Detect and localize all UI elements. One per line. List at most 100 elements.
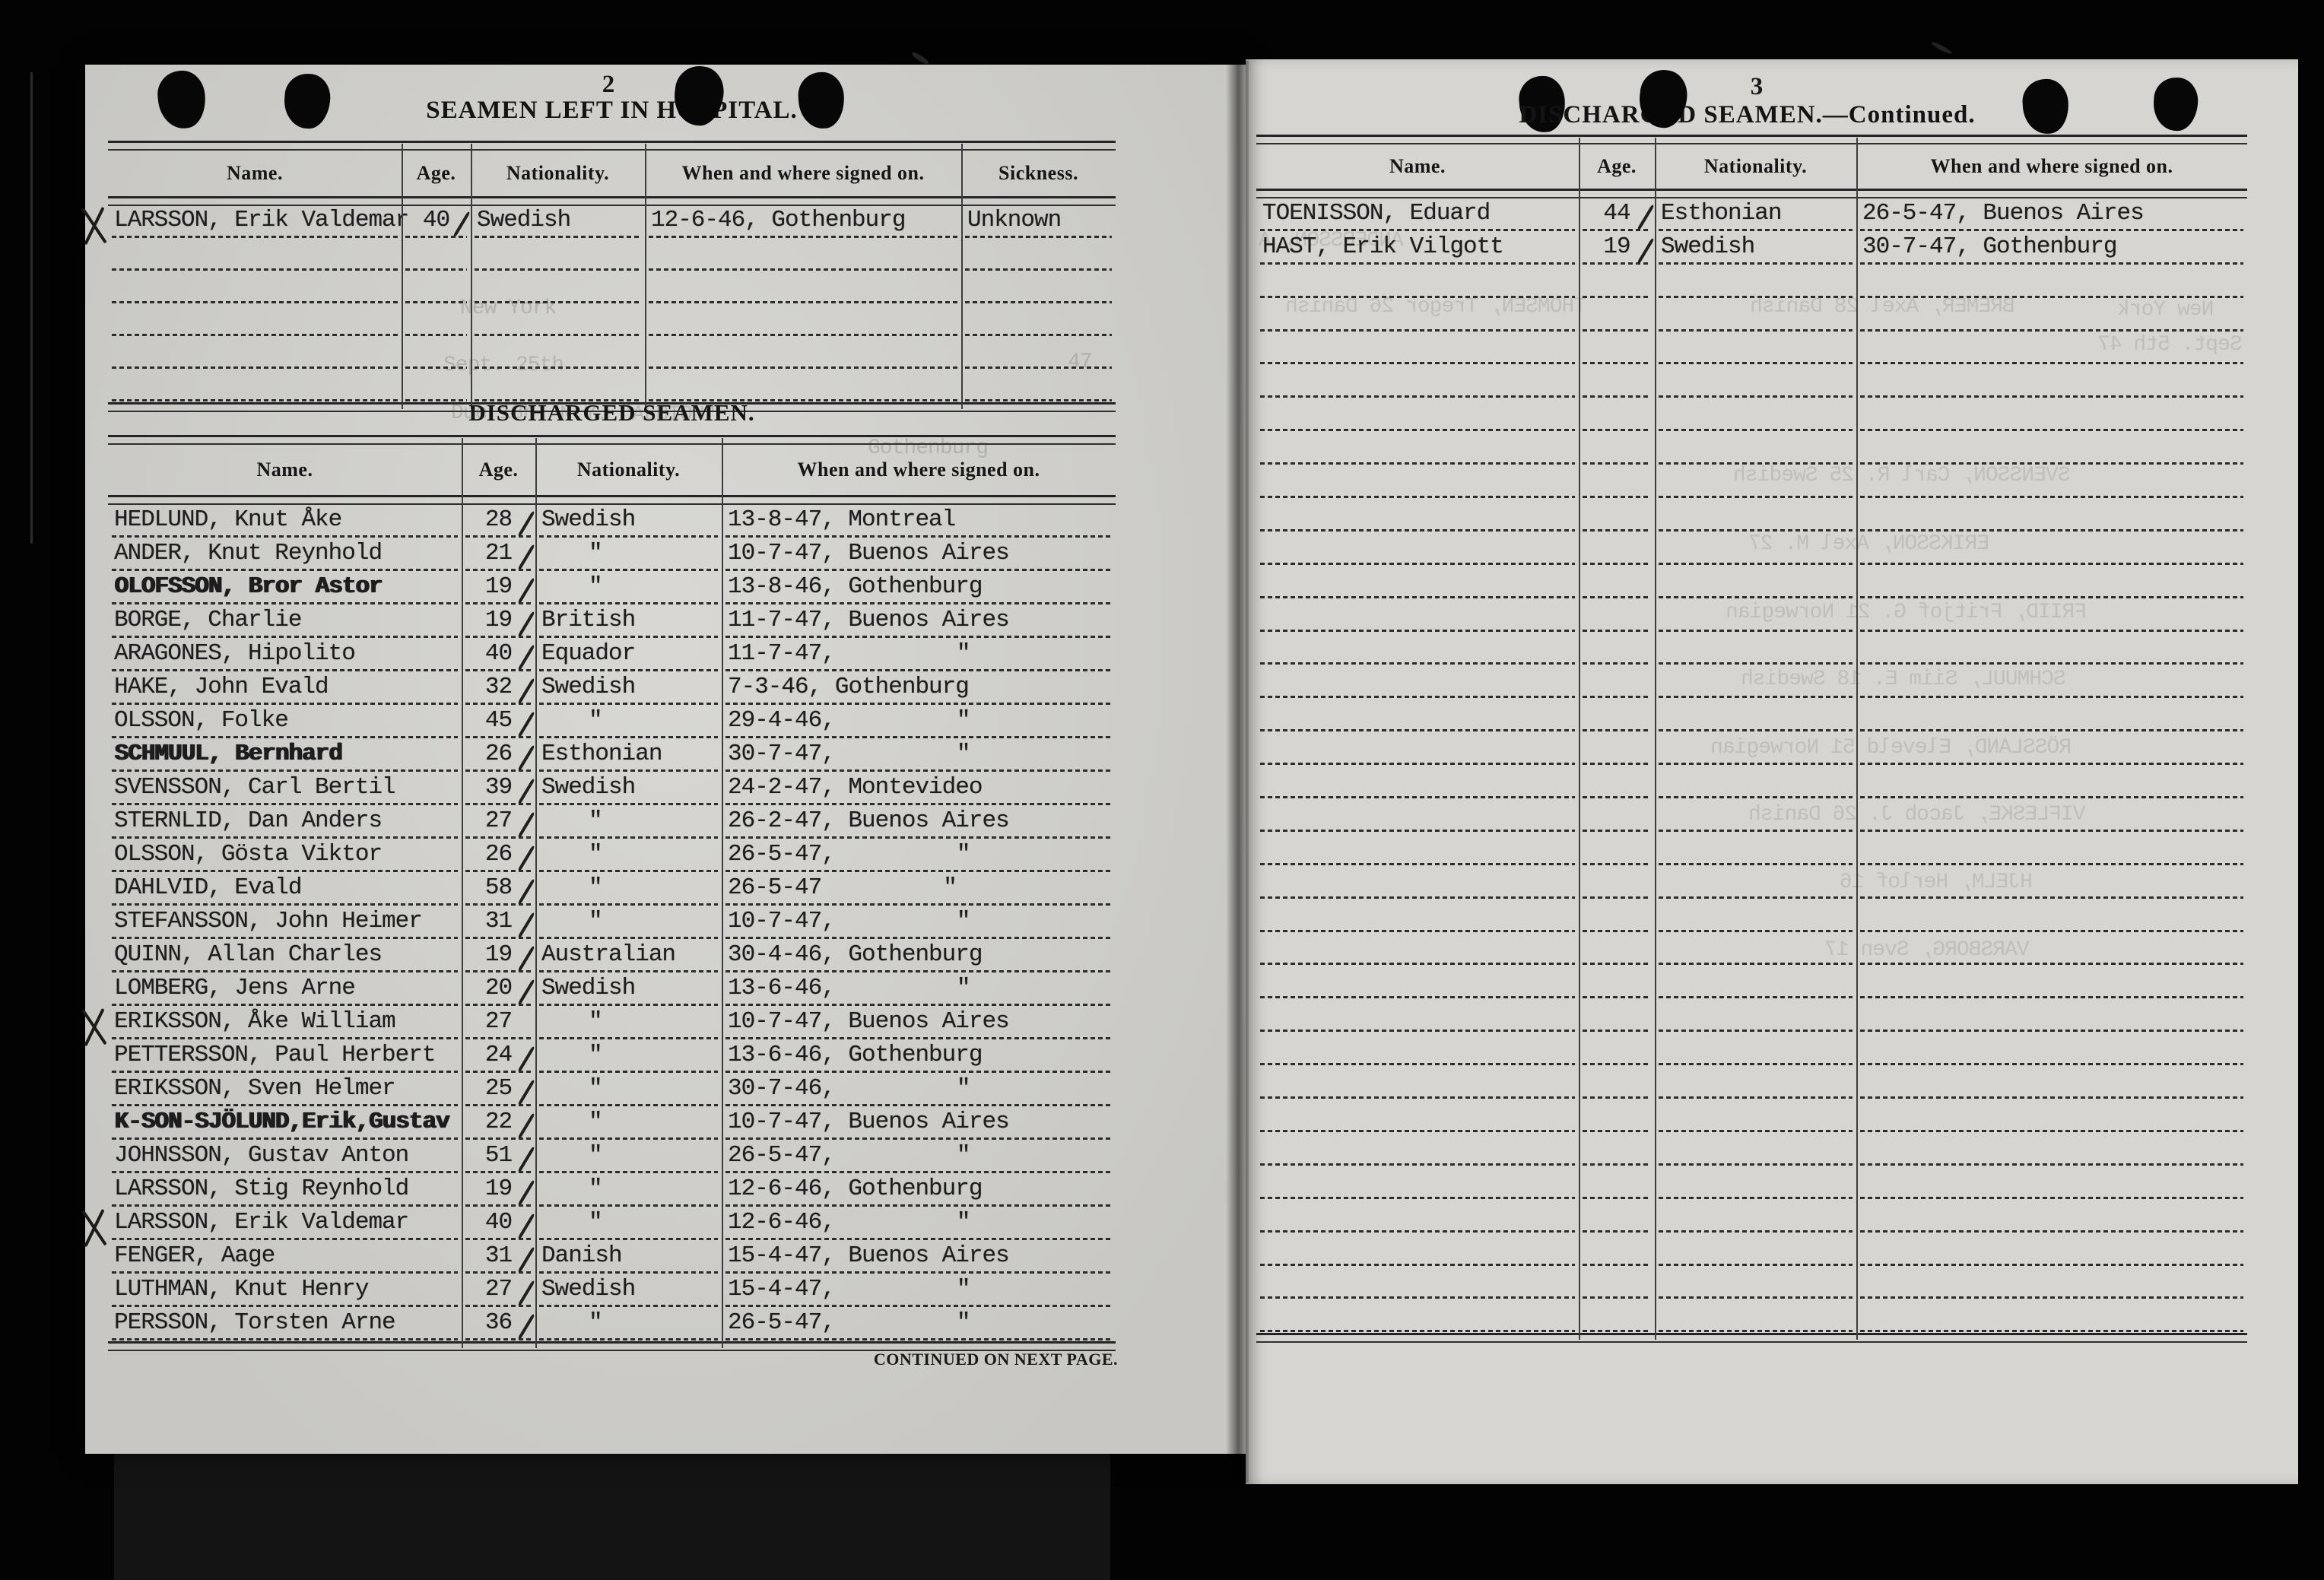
- name-cell: ERIKSSON, Åke William: [108, 1007, 462, 1040]
- name-cell: HAST, Erik Vilgott: [1256, 232, 1579, 265]
- name-cell: [1256, 699, 1579, 732]
- nationality-text: ": [589, 807, 603, 834]
- dotted-writing-line: [725, 836, 1112, 839]
- place-ditto: ": [943, 874, 957, 901]
- column-header: Age.: [416, 162, 456, 184]
- dotted-writing-line: [1583, 862, 1651, 865]
- nationality-cell: Danish: [517, 1241, 722, 1274]
- nationality-cell: [1655, 265, 1856, 299]
- dotted-writing-line: [539, 903, 718, 906]
- name-text: OLOFSSON, Bror Astor: [114, 573, 383, 600]
- dotted-writing-line: [1260, 1296, 1575, 1299]
- signed-on-cell: 30-4-46, Gothenburg: [722, 940, 1116, 973]
- dotted-writing-line: [1260, 996, 1575, 999]
- bleedthrough-text: New York: [2118, 298, 2214, 322]
- bleedthrough-text: New York: [460, 297, 557, 320]
- dotted-writing-line: [465, 1004, 532, 1006]
- signed-on-cell: [1856, 265, 2247, 299]
- age-cell: [1579, 1066, 1655, 1099]
- name-text: DAHLVID, Evald: [114, 874, 302, 901]
- column-divider-line: [1579, 138, 1580, 1340]
- nationality-cell: [1655, 665, 1856, 699]
- x-mark: [78, 1207, 111, 1248]
- column-divider-line: [402, 144, 403, 409]
- column-divider-line: [961, 144, 963, 409]
- table-row: SCHMUUL, Bernhard 26 Esthonian 30-7-47, ": [108, 739, 1116, 773]
- name-cell: [1256, 899, 1579, 933]
- place-ditto: ": [956, 707, 971, 734]
- age-cell: 27: [462, 806, 535, 839]
- age-text: 26: [484, 841, 513, 868]
- signed-on-cell: [1856, 398, 2247, 432]
- name-cell: STEFANSSON, John Heimer: [108, 906, 462, 940]
- dotted-writing-line: [725, 970, 1112, 972]
- nationality-text: Swedish: [541, 674, 636, 700]
- dotted-writing-line: [1260, 963, 1575, 966]
- nationality-cell: ": [517, 906, 722, 940]
- name-cell: JOHNSSON, Gustav Anton: [108, 1141, 462, 1174]
- table-row: ANDER, Knut Reynhold 21 " 10-7-47, Buenos A…: [108, 538, 1116, 572]
- dotted-writing-line: [465, 1305, 532, 1307]
- dotted-writing-line: [405, 268, 467, 271]
- age-cell: 31: [462, 1241, 535, 1274]
- name-cell: [1256, 799, 1579, 833]
- dotted-writing-line: [1583, 996, 1651, 999]
- empty-table-row: [108, 239, 1116, 271]
- name-text: ERIKSSON, Åke William: [114, 1008, 396, 1035]
- dotted-writing-line: [112, 1137, 458, 1140]
- page-gutter-shadow: [1226, 61, 1249, 1483]
- name-cell: [1256, 1033, 1579, 1066]
- nationality-cell: [1655, 732, 1856, 766]
- empty-table-row: [1256, 933, 2247, 966]
- table-row: FENGER, Aage 31 Danish 15-4-47, Buenos Aire…: [108, 1241, 1116, 1274]
- name-cell: LARSSON, Stig Reynhold: [108, 1174, 462, 1207]
- name-text: ARAGONES, Hipolito: [114, 640, 356, 667]
- dotted-writing-line: [539, 1305, 718, 1307]
- empty-table-row: [1256, 332, 2247, 366]
- signed-on-cell: 12-6-46, Gothenburg: [722, 1174, 1116, 1207]
- name-text: HEDLUND, Knut Åke: [114, 506, 342, 533]
- dotted-writing-line: [725, 903, 1112, 906]
- nationality-cell: Esthonian: [517, 739, 722, 773]
- bleedthrough-text: SCHMUUL, Siim E. 18 Swedish: [1741, 668, 2066, 691]
- dotted-writing-line: [465, 836, 532, 839]
- dotted-writing-line: [112, 703, 458, 705]
- dotted-writing-line: [1260, 595, 1575, 598]
- signed-on-cell: [1856, 1299, 2247, 1333]
- table-top-rule: [108, 141, 1116, 151]
- name-text: STERNLID, Dan Anders: [114, 807, 383, 834]
- name-text: K-SON-SJÖLUND,Erik,Gustav: [114, 1109, 449, 1135]
- empty-table-row: [1256, 1233, 2247, 1267]
- nationality-cell: Australian: [517, 940, 722, 973]
- table-row: HAKE, John Evald 32 Swedish 7-3-46, Gothen…: [108, 672, 1116, 706]
- dotted-writing-line: [1583, 1330, 1651, 1333]
- ink-speck: [910, 50, 930, 66]
- dotted-writing-line: [1583, 328, 1651, 332]
- dotted-writing-line: [725, 703, 1112, 705]
- nationality-cell: [1655, 866, 1856, 899]
- dotted-writing-line: [112, 1004, 458, 1006]
- name-cell: [1256, 398, 1579, 432]
- name-cell: [1256, 999, 1579, 1033]
- name-cell: [1256, 599, 1579, 633]
- name-cell: [1256, 1267, 1579, 1300]
- signed-on-text: 13-6-46, ": [728, 975, 970, 1001]
- dotted-writing-line: [1583, 496, 1651, 499]
- dotted-writing-line: [725, 1204, 1112, 1207]
- signed-on-cell: 26-5-47 ": [722, 873, 1116, 906]
- age-cell: [1579, 1233, 1655, 1267]
- empty-table-row: [1256, 833, 2247, 866]
- nationality-cell: ": [517, 1174, 722, 1207]
- dotted-writing-line: [475, 399, 641, 401]
- signed-on-text: 30-7-47, ": [728, 741, 970, 767]
- dotted-writing-line: [539, 669, 718, 671]
- signed-on-cell: [645, 304, 961, 337]
- signed-on-cell: [645, 239, 961, 271]
- dotted-writing-line: [725, 1338, 1112, 1340]
- name-text: SCHMUUL, Bernhard: [114, 741, 342, 767]
- signed-on-text: 12-6-46, Gothenburg: [651, 207, 906, 233]
- table-row: PERSSON, Torsten Arne 36 " 26-5-47, ": [108, 1308, 1116, 1341]
- dotted-writing-line: [1659, 929, 1853, 932]
- sickness-cell: [961, 370, 1116, 402]
- name-cell: [108, 370, 402, 402]
